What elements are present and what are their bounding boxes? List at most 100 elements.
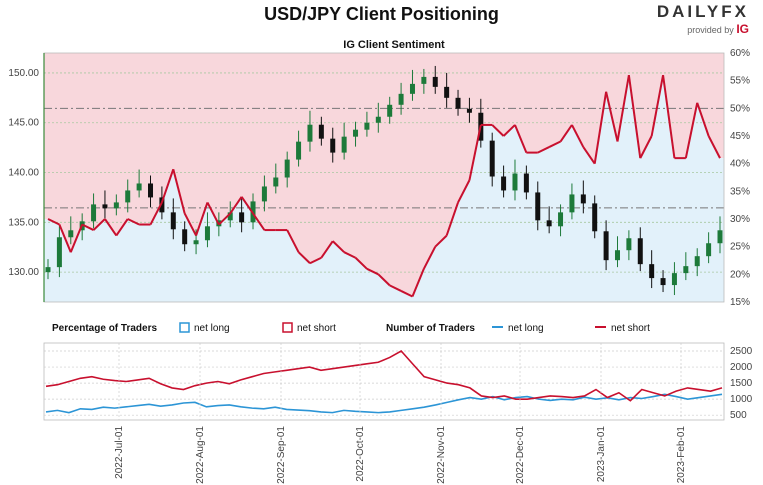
price-candle	[68, 230, 74, 238]
sentiment-line-segment	[537, 146, 550, 154]
sentiment-line-segment	[559, 124, 573, 143]
sentiment-line-segment	[605, 91, 619, 142]
price-candle	[353, 129, 359, 137]
price-candle	[330, 138, 336, 153]
price-candle	[660, 278, 666, 286]
sentiment-line-segment	[616, 74, 630, 142]
sentiment-line-segment	[47, 218, 60, 226]
sentiment-line-segment	[252, 212, 266, 231]
sentiment-line-segment	[389, 284, 402, 292]
y-left-tick-label: 135.00	[8, 217, 39, 228]
x-tick-label: 2023-Feb-01	[676, 426, 687, 484]
y-right-tick-label: 30%	[730, 214, 750, 225]
sentiment-line-segment	[172, 168, 186, 214]
legend-percentage-title: Percentage of Traders	[52, 323, 157, 334]
legend-long-swatch	[179, 322, 190, 333]
sentiment-line-segment	[434, 234, 448, 248]
price-candle	[307, 124, 313, 142]
sentiment-line-segment	[160, 168, 175, 203]
price-candle	[683, 266, 689, 274]
x-tick-label: 2022-Sep-01	[276, 426, 287, 484]
bottom-y-tick-label: 500	[730, 410, 747, 421]
sentiment-line-segment	[627, 74, 642, 159]
x-tick-label: 2022-Aug-01	[195, 426, 206, 484]
legend-short-swatch	[282, 322, 293, 333]
price-candle	[717, 230, 723, 244]
price-candle	[489, 140, 495, 177]
price-candle	[318, 124, 324, 139]
sentiment-line-segment	[229, 196, 243, 215]
price-candle	[580, 194, 586, 204]
price-candle	[432, 76, 438, 87]
price-candle	[421, 76, 427, 84]
provider-note: provided by IG	[687, 22, 749, 36]
sentiment-line-segment	[183, 213, 197, 237]
x-tick-label: 2022-Jul-01	[114, 426, 125, 479]
sentiment-line-segment	[707, 135, 721, 159]
sentiment-line-segment	[149, 201, 163, 225]
sentiment-line-segment	[343, 251, 356, 259]
price-candle	[159, 197, 165, 213]
price-candle	[239, 212, 245, 223]
legend-pct-long: net long	[194, 323, 230, 334]
sentiment-line-segment	[491, 124, 505, 137]
y-left-tick-label: 145.00	[8, 118, 39, 129]
sentiment-line-segment	[320, 240, 334, 259]
sentiment-line-segment	[218, 212, 231, 226]
sentiment-line-segment	[468, 124, 482, 181]
price-candle	[193, 240, 199, 245]
sentiment-line-segment	[422, 246, 437, 270]
sentiment-line-segment	[206, 201, 220, 225]
sentiment-line-segment	[297, 251, 311, 264]
sentiment-line-segment	[332, 240, 345, 253]
sentiment-line-segment	[502, 124, 516, 137]
sentiment-line-segment	[127, 218, 140, 226]
price-candle	[273, 177, 279, 187]
y-left-tick-label: 150.00	[8, 68, 39, 79]
bottom-y-tick-label: 2000	[730, 362, 753, 373]
price-candle	[569, 194, 575, 213]
price-candle	[694, 256, 700, 267]
sentiment-line-segment	[354, 257, 368, 270]
x-tick-label: 2022-Dec-01	[515, 426, 526, 484]
price-candle	[501, 176, 507, 191]
price-candle	[261, 186, 267, 202]
price-candle	[56, 237, 62, 268]
x-tick-label: 2022-Oct-01	[355, 426, 366, 482]
bottom-y-tick-label: 1500	[730, 378, 753, 389]
y-right-tick-label: 40%	[730, 159, 750, 170]
bottom-y-tick-label: 1000	[730, 394, 753, 405]
sentiment-line-segment	[593, 91, 608, 164]
sentiment-line-segment	[457, 179, 471, 203]
sentiment-line-segment	[309, 256, 322, 265]
y-right-tick-label: 20%	[730, 269, 750, 280]
y-right-tick-label: 15%	[730, 297, 750, 308]
price-candle	[45, 267, 51, 273]
price-candle	[227, 212, 233, 221]
y-right-tick-label: 60%	[730, 48, 750, 59]
y-right-tick-label: 50%	[730, 103, 750, 114]
y-right-tick-label: 35%	[730, 186, 750, 197]
price-candle	[466, 108, 472, 113]
sentiment-line-segment	[69, 224, 84, 253]
sentiment-line-segment	[115, 218, 129, 237]
sentiment-line-segment	[286, 229, 300, 253]
price-candle	[512, 173, 518, 191]
price-candle	[296, 141, 302, 160]
price-candle	[444, 86, 450, 98]
x-tick-label: 2023-Jan-01	[596, 426, 607, 483]
price-candle	[626, 238, 632, 251]
sentiment-line-segment	[400, 290, 413, 298]
legend-num-short: net short	[611, 323, 650, 334]
price-candle	[170, 212, 176, 230]
price-candle	[706, 243, 712, 257]
price-candle	[341, 136, 347, 153]
price-candle	[546, 220, 552, 227]
price-candle	[637, 238, 643, 265]
sentiment-line-segment	[582, 146, 596, 165]
sentiment-line-segment	[411, 268, 425, 297]
price-candle	[125, 190, 131, 203]
price-candle	[204, 226, 210, 241]
price-candle	[387, 104, 393, 117]
